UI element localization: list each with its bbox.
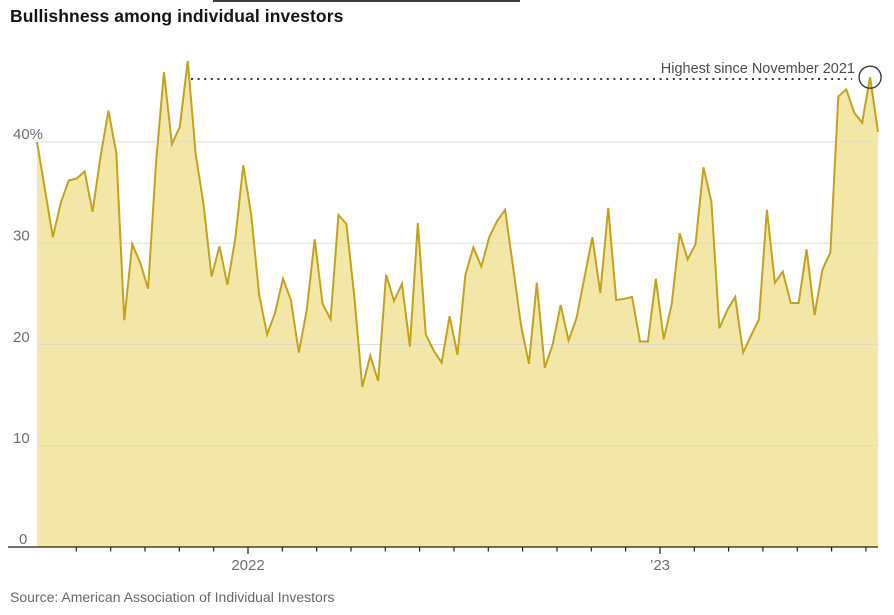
annotation-label: Highest since November 2021	[661, 61, 855, 77]
x-year-label-23: ’23	[650, 557, 670, 574]
y-tick-label-20: 20	[13, 329, 30, 346]
chart-title: Bullishness among individual investors	[10, 6, 344, 26]
source-caption: Source: American Association of Individu…	[10, 589, 335, 605]
highlight-circle	[858, 65, 882, 89]
y-tick-label-40: 40%	[13, 126, 43, 143]
bullish-area-fill	[37, 61, 878, 547]
x-axis-ticks	[75, 547, 867, 554]
y-tick-label-10: 10	[13, 430, 30, 447]
y-tick-label-30: 30	[13, 228, 30, 245]
x-year-label-2022: 2022	[231, 557, 264, 574]
y-tick-label-0: 0	[19, 531, 27, 548]
bullish-sentiment-line	[36, 60, 879, 388]
top-crop-artifact-rule	[213, 0, 520, 2]
